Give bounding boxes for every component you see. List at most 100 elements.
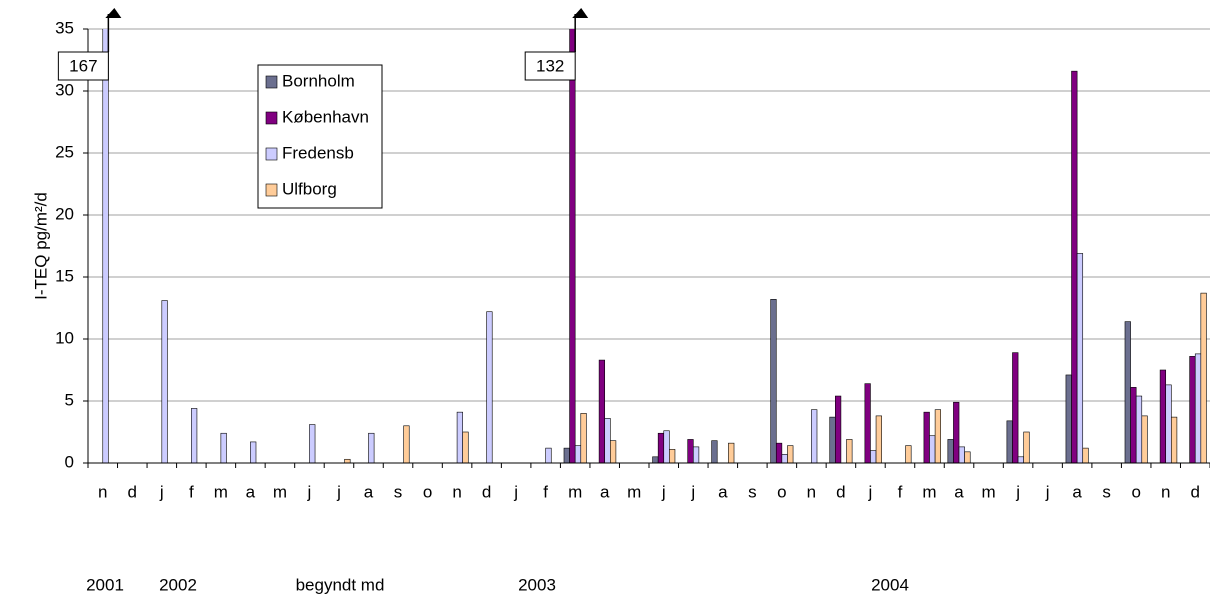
legend-swatch	[265, 183, 278, 197]
legend-label: Bornholm	[282, 71, 355, 90]
x-tick-label: j	[307, 482, 312, 501]
bar	[787, 445, 794, 463]
x-tick-label: n	[1161, 482, 1170, 501]
x-tick-label: m	[981, 482, 995, 501]
bar	[728, 442, 735, 463]
x-tick-label: a	[246, 482, 256, 501]
x-tick-label: a	[600, 482, 610, 501]
value-label: 167	[69, 56, 97, 75]
bar	[1200, 292, 1207, 463]
x-tick-label: j	[1015, 482, 1020, 501]
x-tick-label: f	[898, 482, 903, 501]
x-tick-label: m	[568, 482, 582, 501]
x-tick-label: j	[690, 482, 695, 501]
y-tick-label: 5	[65, 390, 74, 409]
legend-label: København	[282, 107, 369, 126]
y-tick-label: 20	[55, 204, 74, 223]
value-label-box	[524, 51, 576, 81]
x-tick-label: n	[807, 482, 816, 501]
x-tick-label: a	[1072, 482, 1082, 501]
legend-swatch	[265, 111, 278, 125]
bar	[545, 447, 552, 463]
x-tick-label: o	[777, 482, 786, 501]
bar	[964, 451, 971, 463]
period-label: begyndt md	[296, 575, 385, 594]
value-label: 132	[536, 56, 564, 75]
x-tick-label: a	[954, 482, 964, 501]
bar	[846, 439, 853, 463]
bar	[1141, 415, 1148, 463]
bar	[953, 401, 960, 463]
bar	[663, 430, 670, 463]
period-label: 2002	[159, 575, 197, 594]
bar	[929, 435, 936, 463]
bar	[462, 431, 469, 463]
bar	[870, 450, 877, 463]
x-tick-label: m	[922, 482, 936, 501]
bar	[486, 311, 493, 463]
bar	[161, 300, 168, 463]
bar	[1130, 387, 1137, 463]
bar	[456, 411, 463, 463]
bar	[1023, 431, 1030, 463]
period-label: 2001	[86, 575, 124, 594]
period-label: 2004	[871, 575, 909, 594]
bar	[1082, 447, 1089, 463]
bar	[250, 441, 257, 463]
x-tick-label: s	[394, 482, 403, 501]
bar	[770, 299, 777, 463]
bar	[934, 409, 941, 463]
bar	[652, 456, 659, 463]
bar	[811, 409, 818, 463]
x-tick-label: n	[452, 482, 461, 501]
bar	[309, 424, 316, 463]
bar	[598, 359, 606, 463]
bar	[563, 447, 570, 463]
bar	[1189, 356, 1196, 463]
bar	[1159, 369, 1167, 463]
period-label: 2003	[518, 575, 556, 594]
legend-swatch	[265, 75, 278, 89]
bar	[905, 445, 912, 463]
bar	[711, 440, 718, 463]
bar	[923, 411, 930, 463]
x-tick-label: m	[273, 482, 287, 501]
bar	[368, 432, 375, 463]
x-tick-label: j	[159, 482, 164, 501]
bar	[669, 449, 676, 463]
legend-box	[257, 64, 383, 209]
bar	[781, 454, 788, 463]
x-tick-label: d	[1191, 482, 1200, 501]
bar	[574, 445, 582, 463]
bar	[775, 442, 783, 463]
bar	[580, 413, 587, 463]
x-tick-label: s	[748, 482, 757, 501]
y-tick-label: 30	[55, 80, 74, 99]
bar	[958, 446, 965, 463]
bar	[692, 446, 700, 463]
bar	[1194, 353, 1202, 463]
bar	[220, 432, 227, 463]
bar	[657, 432, 665, 463]
bar	[403, 425, 410, 463]
bar	[604, 418, 611, 463]
x-tick-label: a	[364, 482, 374, 501]
bar	[875, 415, 882, 463]
bar	[1012, 352, 1019, 463]
x-tick-label: d	[482, 482, 491, 501]
y-tick-label: 15	[55, 266, 74, 285]
overflow-arrowhead	[572, 8, 589, 18]
bar	[1076, 253, 1084, 463]
y-tick-label: 35	[55, 18, 74, 37]
bar	[835, 395, 842, 463]
bar	[1165, 384, 1172, 463]
bar	[102, 29, 109, 463]
bar	[191, 408, 198, 463]
x-tick-label: n	[98, 482, 107, 501]
legend-label: Ulfborg	[282, 179, 337, 198]
bar	[1017, 456, 1024, 463]
x-tick-label: d	[836, 482, 845, 501]
x-tick-label: f	[543, 482, 548, 501]
value-label-box	[57, 51, 109, 81]
